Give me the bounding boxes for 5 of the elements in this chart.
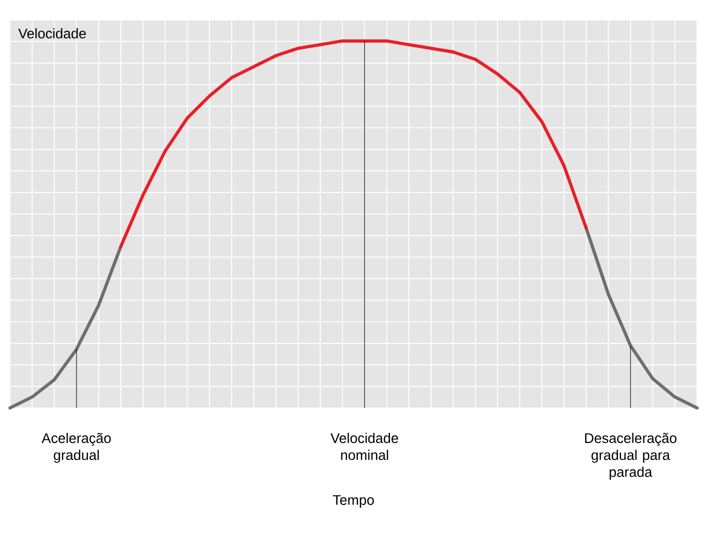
x-axis-title: Tempo: [332, 495, 374, 508]
x-tick-label: Aceleração gradual: [42, 432, 111, 463]
y-axis-title: Velocidade: [18, 28, 86, 38]
x-tick-label: Velocidade nominal: [330, 432, 398, 460]
x-tick-label: Desaceleração gradual para parada: [585, 432, 676, 480]
